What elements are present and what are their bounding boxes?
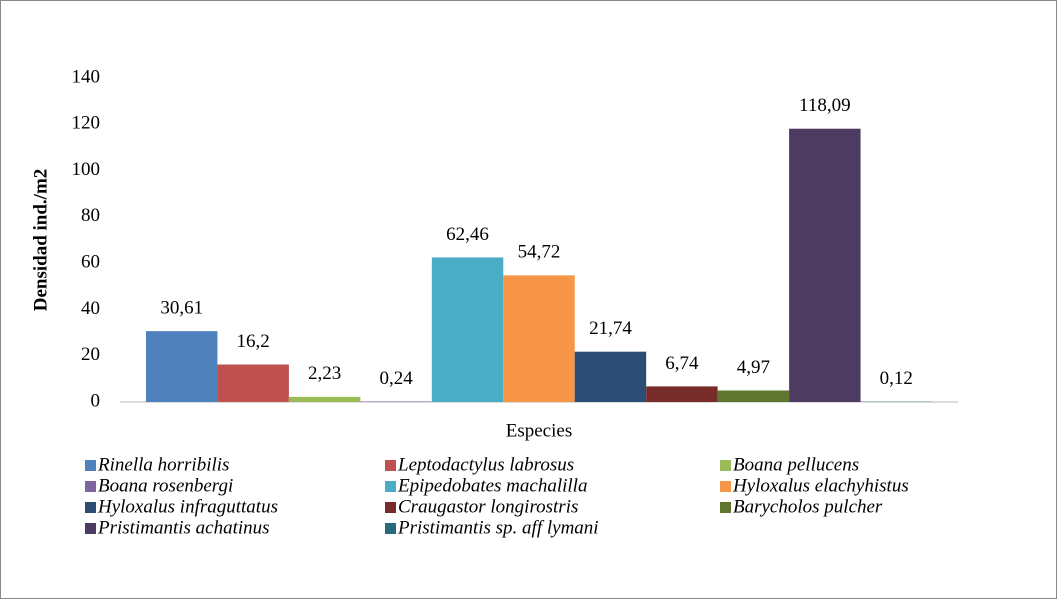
data-label: 54,72 [518,242,561,263]
bar [574,351,647,402]
legend-label: Hyloxalus infraguttatus [97,496,278,517]
bar [789,128,861,402]
legend-label: Craugastor longirostris [398,496,578,517]
legend-label: Epipedobates machalilla [397,475,587,496]
legend-swatch [85,523,96,534]
y-tick-label: 120 [72,113,101,134]
bar [646,386,718,402]
y-tick-label: 140 [72,66,101,87]
y-tick-label: 0 [91,390,101,411]
legend-label: Pristimantis sp. aff lymani [397,517,599,538]
legend-swatch [85,502,96,513]
legend-swatch [720,460,731,471]
legend-label: Boana pellucens [733,454,859,475]
y-tick-label: 40 [81,298,100,319]
legend-swatch [720,481,731,492]
legend-swatch [385,502,396,513]
bar [431,257,504,402]
y-tick-label: 60 [81,252,100,273]
legend-label: Leptodactylus labrosus [397,454,574,475]
data-label: 4,97 [737,357,770,378]
legend-label: Hyloxalus elachyhistus [732,475,909,496]
data-label: 6,74 [665,353,699,374]
x-tick-label: Especies [506,420,572,441]
legend-swatch [85,460,96,471]
data-label: 0,12 [880,368,913,389]
data-label: 62,46 [446,224,489,245]
data-label: 30,61 [160,298,203,319]
bar [360,401,432,402]
bar [503,275,575,402]
legend-swatch [385,523,396,534]
y-tick-label: 100 [72,159,101,180]
y-axis-label: Densidad ind./m2 [30,169,51,312]
legend-label: Rinella horribilis [97,454,229,475]
bar [717,390,790,402]
y-tick-label: 20 [81,344,100,365]
legend-label: Boana rosenbergi [98,475,233,496]
bar [145,331,218,402]
data-label: 2,23 [308,363,341,384]
data-label: 118,09 [799,95,851,116]
legend-swatch [385,481,396,492]
data-label: 0,24 [379,368,413,389]
legend-swatch [85,481,96,492]
legend-swatch [720,502,731,513]
legend-label: Barycholos pulcher [733,496,883,517]
bar [288,396,361,402]
y-tick-label: 80 [81,205,100,226]
legend-swatch [385,460,396,471]
legend-label: Pristimantis achatinus [97,517,270,538]
bar [217,364,289,402]
data-label: 21,74 [589,318,632,339]
data-label: 16,2 [237,331,270,352]
